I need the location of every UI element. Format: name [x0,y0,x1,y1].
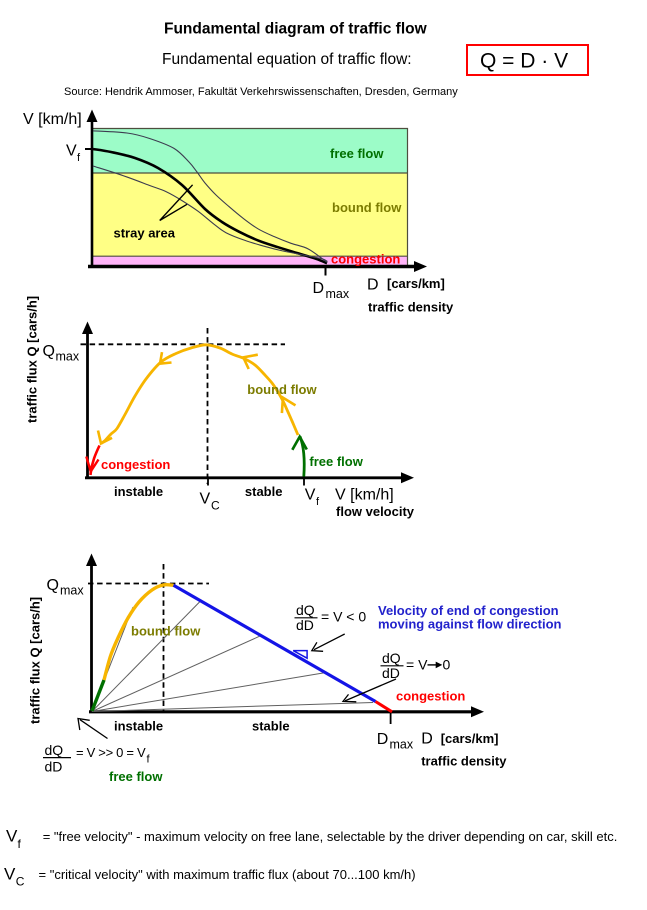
svg-text:Q: Q [43,343,55,360]
svg-text:V: V [6,827,18,846]
svg-text:D: D [367,277,379,294]
svg-text:V: V [4,865,16,884]
svg-text:dD: dD [382,665,400,681]
svg-text:stable: stable [245,484,283,499]
svg-text:traffic density: traffic density [368,299,454,314]
svg-text:moving against flow direction: moving against flow direction [378,616,562,631]
svg-text:stray area: stray area [114,225,176,240]
svg-text:C: C [16,875,25,889]
svg-text:= V < 0: = V < 0 [321,609,366,625]
svg-text:flow velocity: flow velocity [336,504,415,519]
svg-text:dQ: dQ [382,650,401,666]
svg-text:= "free velocity" - maximum ve: = "free velocity" - maximum velocity on … [43,829,618,844]
svg-text:V: V [305,487,316,504]
svg-text:traffic flux Q [cars/h]: traffic flux Q [cars/h] [28,597,43,724]
svg-text:max: max [390,738,414,752]
svg-text:Q = D · V: Q = D · V [480,50,568,73]
svg-text:bound flow: bound flow [247,382,317,397]
svg-text:bound flow: bound flow [131,624,201,639]
svg-text:D: D [377,731,389,748]
svg-text:f: f [18,837,22,851]
svg-text:congestion: congestion [101,457,170,472]
svg-text:dD: dD [45,759,63,775]
svg-text:D: D [313,280,325,297]
svg-text:traffic density: traffic density [421,754,507,769]
svg-text:stable: stable [252,719,290,734]
svg-text:congestion: congestion [331,252,400,267]
svg-text:[cars/km]: [cars/km] [441,731,499,746]
svg-text:free flow: free flow [309,454,363,469]
svg-text:V [km/h]: V [km/h] [335,487,394,504]
svg-text:f: f [316,496,320,508]
svg-text:free flow: free flow [109,769,163,784]
svg-text:dQ: dQ [296,602,315,618]
svg-text:[cars/km]: [cars/km] [387,276,445,291]
svg-text:traffic flux Q [cars/h]: traffic flux Q [cars/h] [25,296,40,423]
svg-text:f: f [77,152,81,164]
svg-text:= "critical velocity" with ma: = "critical velocity" with maximum traff… [39,867,416,882]
svg-text:= V >> 0 = V: = V >> 0 = V [76,745,146,760]
svg-text:free flow: free flow [330,146,384,161]
svg-text:Fundamental diagram of traffic: Fundamental diagram of traffic flow [164,21,428,38]
svg-text:Fundamental equation of traffi: Fundamental equation of traffic flow: [162,51,412,68]
svg-text:Source: Hendrik Ammoser, Fakul: Source: Hendrik Ammoser, Fakultät Verkeh… [64,86,458,98]
svg-text:max: max [56,350,80,364]
svg-text:instable: instable [114,719,163,734]
svg-text:C: C [211,499,220,513]
svg-text:max: max [326,287,350,301]
svg-text:dQ: dQ [45,742,64,758]
svg-text:= V: = V [406,657,428,673]
svg-text:Velocity of end of congestion: Velocity of end of congestion [378,603,559,618]
svg-text:0: 0 [443,657,451,673]
svg-text:dD: dD [296,617,314,633]
svg-text:D: D [421,731,433,748]
svg-text:bound flow: bound flow [332,200,402,215]
svg-text:V [km/h]: V [km/h] [23,111,82,128]
svg-text:f: f [147,754,151,766]
svg-text:congestion: congestion [396,689,465,704]
svg-text:Q: Q [47,577,59,594]
svg-text:V: V [66,143,77,160]
svg-text:V: V [200,491,211,508]
svg-text:instable: instable [114,484,163,499]
svg-text:max: max [60,584,84,598]
